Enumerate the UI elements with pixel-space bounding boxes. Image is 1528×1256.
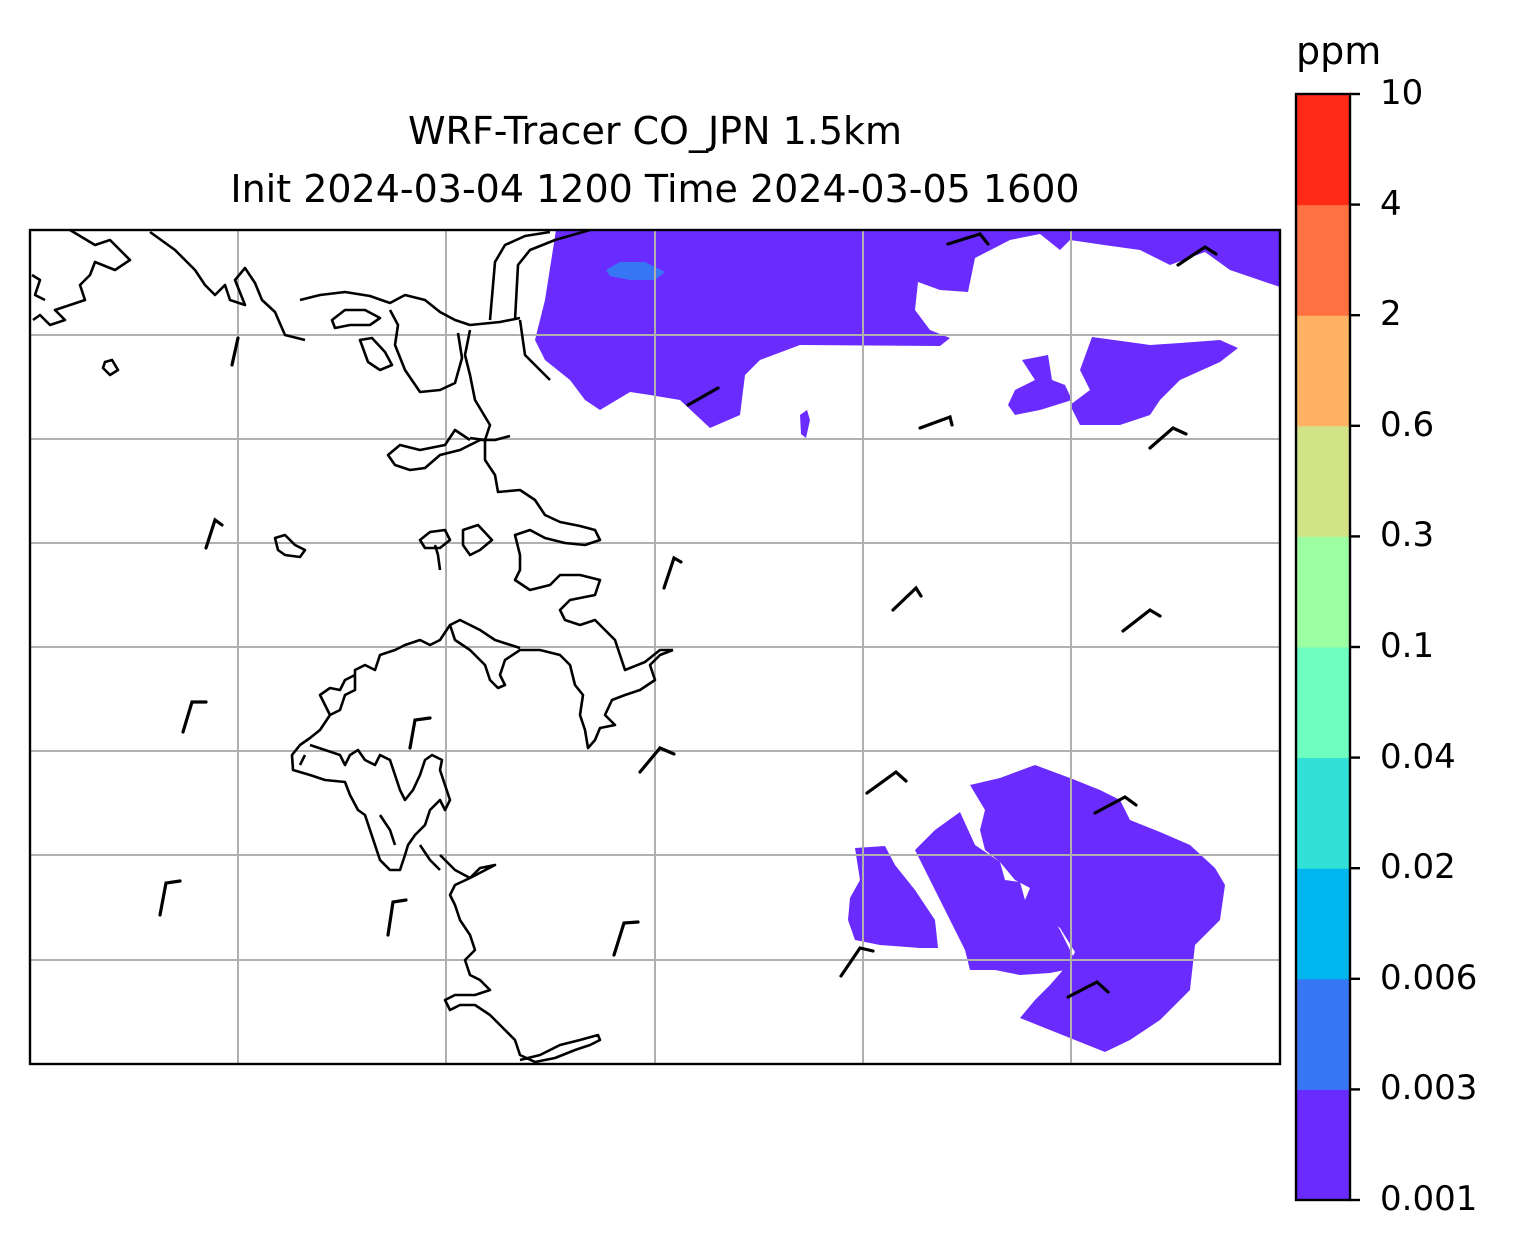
chart-title-line-1: WRF-Tracer CO_JPN 1.5km (407, 109, 903, 153)
colorbar-swatch (1296, 204, 1350, 316)
wind-barb (891, 585, 923, 612)
colorbar-tick-label: 0.001 (1380, 1179, 1478, 1219)
contour-region-patch (606, 262, 665, 280)
wind-barb (386, 898, 408, 937)
wind-barb (662, 555, 683, 590)
coastline-northern-bay (299, 290, 521, 394)
tracer-contours (535, 230, 1280, 1052)
wind-barb (865, 769, 908, 795)
coastline-south-inner (378, 814, 441, 871)
wind-barb (158, 879, 182, 917)
colorbar-swatch (1296, 536, 1350, 648)
wind-barb (1148, 426, 1188, 450)
map-area (30, 230, 1280, 1064)
map-frame (28, 228, 1282, 1066)
coastline-islands (101, 358, 494, 571)
colorbar-tick-label: 0.1 (1380, 626, 1435, 666)
wind-barb (1121, 608, 1162, 633)
colorbar-swatch (1296, 1089, 1350, 1201)
wind-barb (612, 920, 640, 957)
wind-barb (638, 746, 676, 774)
colorbar-swatch (1296, 757, 1350, 869)
colorbar-tick-label: 10 (1380, 73, 1424, 113)
colorbar-tick-label: 2 (1380, 294, 1402, 335)
colorbar-unit-label: ppm (1296, 29, 1382, 73)
coastline-upper (149, 230, 306, 342)
wind-barb (946, 232, 990, 246)
coastline-river-1 (463, 230, 591, 442)
contour-region-east-small (1008, 355, 1072, 415)
coastline-northwest (31, 230, 132, 327)
colorbar-tick-label: 0.04 (1380, 736, 1456, 777)
colorbar-swatch (1296, 425, 1350, 537)
colorbar-tick-label: 0.6 (1380, 404, 1435, 445)
wind-barb (181, 700, 208, 734)
wind-barb (230, 336, 240, 367)
wind-barb (1176, 245, 1218, 267)
colorbar-tick-label: 0.003 (1380, 1068, 1478, 1109)
chart-title-line-2: Init 2024-03-04 1200 Time 2024-03-05 160… (230, 167, 1080, 211)
wind-barb (1093, 795, 1138, 815)
colorbar-swatch (1296, 647, 1350, 759)
contour-region-northeast (1070, 337, 1238, 425)
colorbar-tick-label: 0.006 (1380, 957, 1478, 998)
contour-region-north (535, 230, 1280, 428)
colorbar (1294, 92, 1360, 1202)
colorbar-tick-label: 4 (1380, 183, 1402, 224)
colorbar-swatch (1296, 978, 1350, 1090)
colorbar-swatch (1296, 868, 1350, 980)
colorbar-tick-label: 0.02 (1380, 847, 1456, 888)
contour-region-southeast (848, 765, 1225, 1052)
colorbar-swatch (1296, 94, 1350, 206)
wind-barb (1066, 980, 1110, 999)
coastlines (31, 230, 674, 1064)
colorbar-tick-label: 0.3 (1380, 515, 1435, 556)
coastline-southwest (290, 714, 452, 872)
contour-region-islet (800, 410, 810, 438)
coastline-south (439, 854, 602, 1064)
wind-barb (918, 414, 954, 430)
wind-barb (839, 946, 875, 978)
wind-barb (204, 517, 224, 550)
wind-barb (408, 716, 432, 750)
coastline-peninsula (386, 428, 673, 672)
wind-barbs (158, 232, 1218, 999)
map-gridlines (30, 230, 1280, 1064)
coastline-central (318, 618, 674, 750)
colorbar-swatch (1296, 315, 1350, 427)
wind-barb (686, 386, 720, 407)
